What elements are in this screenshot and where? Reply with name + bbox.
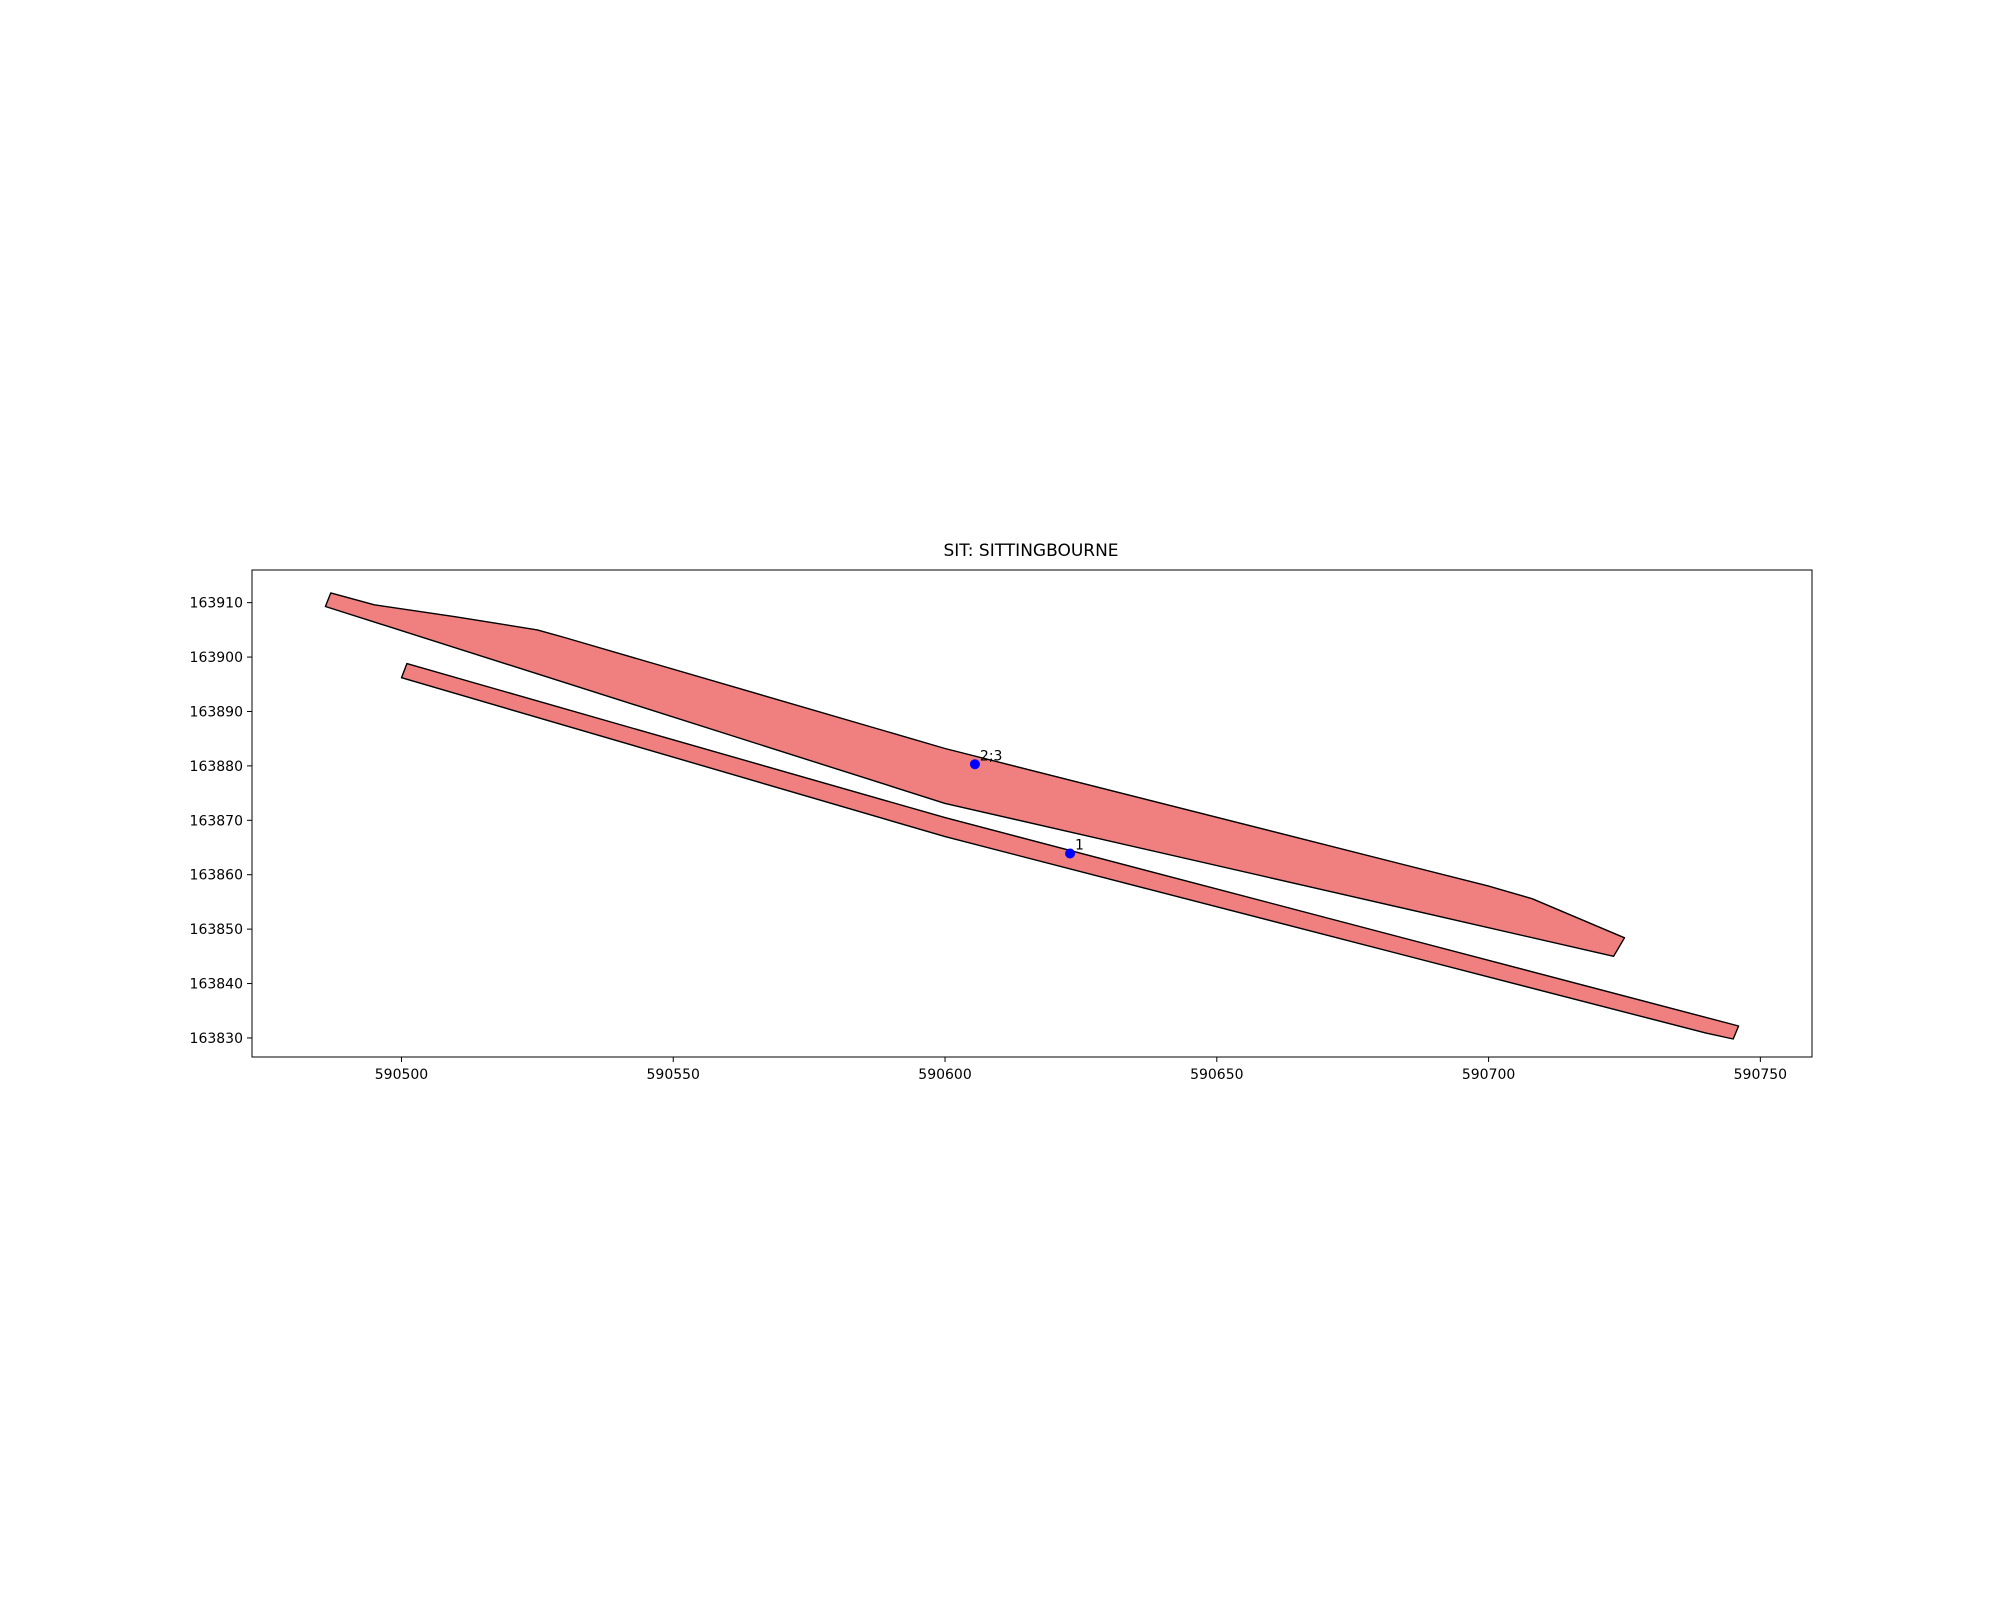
x-tick-label-0: 590500	[375, 1067, 428, 1083]
x-tick-label-3: 590650	[1190, 1067, 1243, 1083]
axes-frame	[251, 569, 1813, 1058]
x-tick-label-1: 590550	[647, 1067, 700, 1083]
x-tick-label-5: 590750	[1734, 1067, 1787, 1083]
data-point-label-1: 2;3	[980, 748, 1003, 764]
data-point-1	[969, 759, 980, 770]
y-tick-label-7: 163900	[190, 650, 243, 666]
data-point-2	[1065, 848, 1076, 859]
plot-area: 2;3 1	[324, 592, 1740, 1040]
y-tick-label-5: 163880	[190, 759, 243, 775]
x-tick-label-2: 590600	[918, 1067, 971, 1083]
y-tick-label-2: 163850	[190, 922, 243, 938]
y-tick-label-6: 163890	[190, 704, 243, 720]
chart-title: SIT: SITTINGBOURNE	[943, 541, 1118, 561]
data-point-label-2: 1	[1075, 837, 1084, 853]
x-tick-label-4: 590700	[1462, 1067, 1515, 1083]
platform-polygon-1	[324, 592, 1626, 957]
y-tick-label-3: 163860	[190, 868, 243, 884]
y-tick-label-1: 163840	[190, 977, 243, 993]
y-tick-label-0: 163830	[190, 1031, 243, 1047]
y-axis: 163830 163840 163850 163860 163870 163880 1638…	[190, 596, 252, 1047]
y-tick-label-8: 163910	[190, 596, 243, 612]
x-axis: 590500 590550 590600 590650 590700 590750	[375, 1057, 1787, 1083]
y-tick-label-4: 163870	[190, 813, 243, 829]
